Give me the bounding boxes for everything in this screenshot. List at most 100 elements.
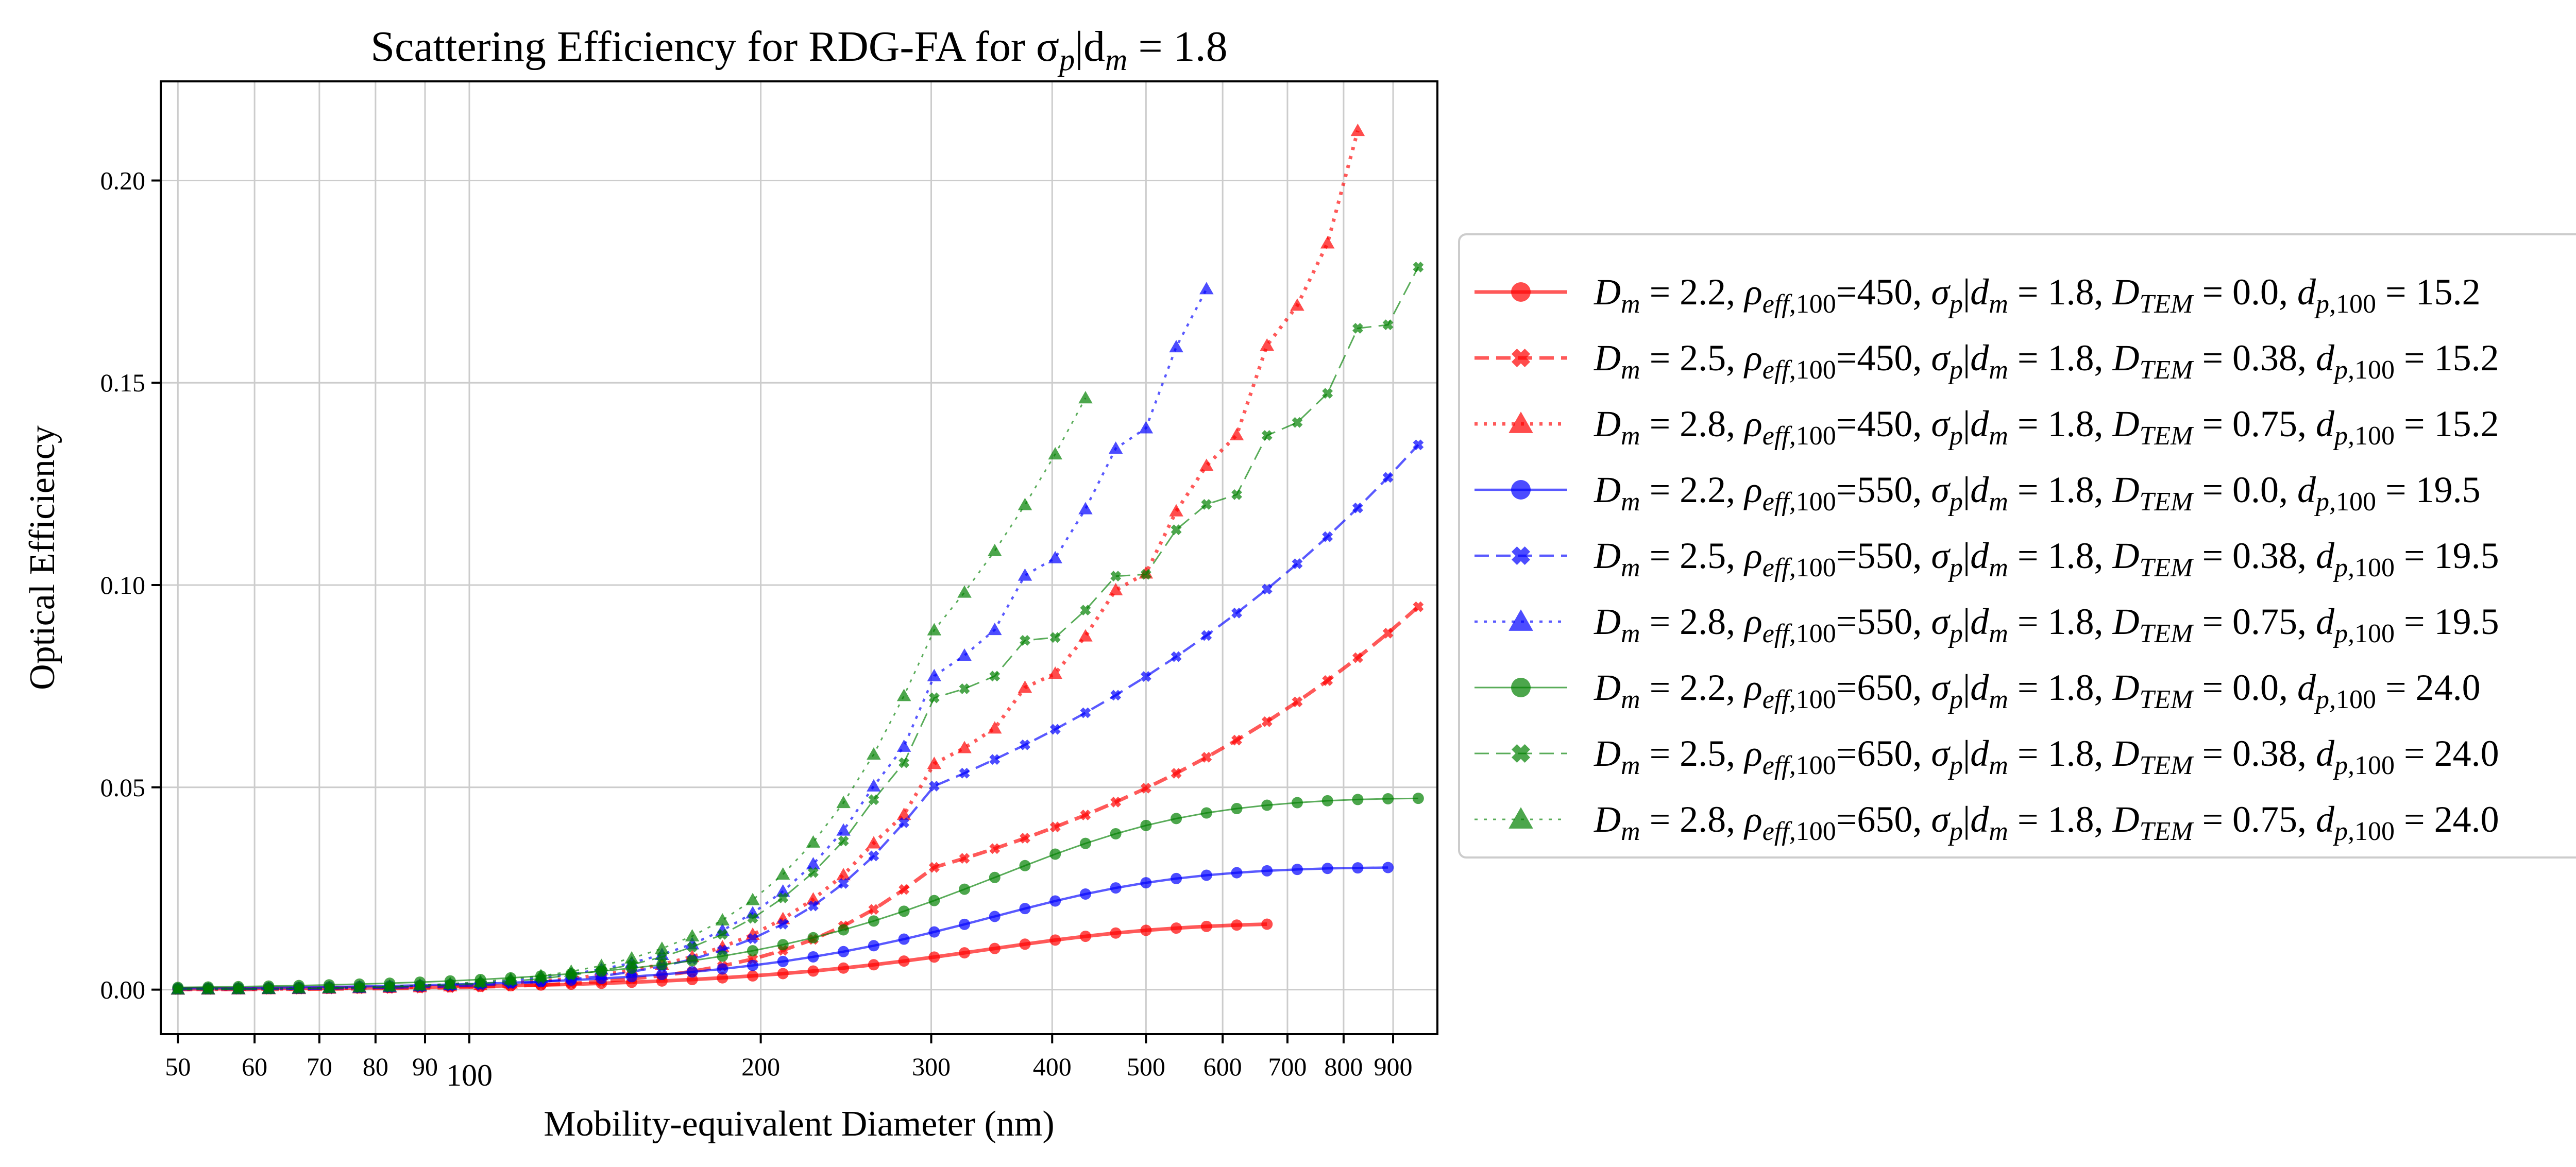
series-point	[231, 982, 246, 994]
legend-marker	[1511, 348, 1531, 368]
series-point	[807, 900, 819, 912]
series-point	[322, 981, 336, 993]
series-point	[1199, 458, 1214, 471]
series-point	[806, 835, 821, 848]
grid	[161, 81, 1437, 1034]
series-point	[989, 911, 1001, 922]
series-point	[1261, 799, 1273, 811]
series-point	[292, 981, 306, 994]
legend-label: Dm = 2.8, ρeff,100=450, σp|dm = 1.8, DTE…	[1594, 403, 2499, 451]
series-point	[807, 965, 819, 977]
series-point	[1200, 807, 1212, 819]
series-point	[1350, 124, 1365, 136]
series-point	[1382, 319, 1394, 331]
series-point	[1171, 813, 1182, 825]
series-point	[988, 543, 1002, 556]
series-point	[473, 974, 488, 987]
series-point	[503, 972, 518, 985]
y-tick-label: 0.10	[100, 571, 146, 599]
series-8	[171, 391, 1093, 995]
series-point	[534, 969, 548, 982]
series-point	[867, 836, 881, 849]
series-point	[1322, 675, 1333, 686]
series-point	[1231, 803, 1243, 815]
series-point	[1049, 724, 1061, 735]
x-tick-label: 500	[1127, 1052, 1165, 1081]
series-point	[868, 940, 879, 952]
series-point	[868, 904, 879, 915]
series-point	[655, 941, 669, 954]
series-point	[898, 905, 910, 917]
series-point	[1231, 607, 1242, 619]
series-point	[927, 623, 942, 636]
series-point	[1382, 627, 1394, 639]
series-point	[685, 929, 700, 942]
series-point	[1261, 865, 1273, 877]
series-point	[898, 933, 910, 945]
series-point	[1201, 752, 1212, 763]
series-point	[1291, 797, 1303, 809]
legend-label: Dm = 2.5, ρeff,100=550, σp|dm = 1.8, DTE…	[1594, 535, 2499, 582]
series-point	[715, 913, 730, 926]
legend-entry: Dm = 2.8, ρeff,100=450, σp|dm = 1.8, DTE…	[1475, 403, 2499, 451]
series-point	[747, 970, 758, 982]
series-point	[807, 932, 819, 943]
series-point	[1020, 833, 1030, 844]
series-point	[807, 951, 819, 963]
series-point	[777, 939, 789, 951]
series-point	[1079, 888, 1091, 900]
series-point	[1229, 427, 1244, 441]
series-point	[1080, 810, 1091, 820]
series-point	[899, 817, 910, 828]
series-point	[1140, 569, 1151, 580]
series-point	[775, 884, 790, 897]
series-point	[1079, 837, 1091, 849]
legend-marker	[1509, 807, 1533, 829]
series-point	[989, 843, 1001, 854]
series-point	[1079, 931, 1091, 942]
series-point	[777, 918, 789, 930]
series-point	[1019, 938, 1031, 950]
legend-marker	[1509, 411, 1533, 433]
legend-marker	[1511, 282, 1531, 302]
series-point	[959, 883, 971, 895]
series-point	[1382, 862, 1394, 873]
series-point	[868, 915, 879, 927]
series-point	[1321, 795, 1333, 806]
series-point	[1320, 236, 1335, 249]
series-point	[777, 893, 789, 903]
series-point	[838, 835, 849, 847]
series-point	[836, 823, 851, 836]
series-point	[261, 981, 276, 994]
series-point	[1413, 601, 1424, 612]
series-point	[1020, 635, 1030, 646]
series-point	[1049, 632, 1061, 643]
series-point	[836, 868, 851, 881]
series-point	[807, 867, 819, 878]
legend-label: Dm = 2.5, ρeff,100=650, σp|dm = 1.8, DTE…	[1594, 733, 2499, 780]
series-point	[1018, 497, 1032, 510]
series-point	[1200, 920, 1212, 932]
series-line	[178, 288, 1208, 991]
series-point	[838, 962, 850, 974]
series-point	[989, 871, 1001, 883]
series-point	[988, 623, 1002, 636]
series-point	[1110, 828, 1122, 839]
series-point	[1108, 441, 1123, 454]
series-point	[1140, 783, 1151, 794]
x-tick-label: 50	[165, 1052, 191, 1081]
series-point	[959, 767, 970, 779]
legend-entry: Dm = 2.2, ρeff,100=650, σp|dm = 1.8, DTE…	[1475, 667, 2481, 714]
series-point	[1352, 862, 1364, 874]
series-point	[1171, 651, 1182, 662]
series-point	[1140, 877, 1152, 889]
series-point	[747, 945, 758, 957]
series-point	[1110, 796, 1122, 808]
legend-box	[1458, 233, 2576, 859]
series-point	[1020, 739, 1030, 750]
series-point	[836, 796, 851, 809]
series-point	[443, 976, 457, 989]
series-point	[1048, 447, 1062, 460]
series-point	[686, 966, 698, 978]
